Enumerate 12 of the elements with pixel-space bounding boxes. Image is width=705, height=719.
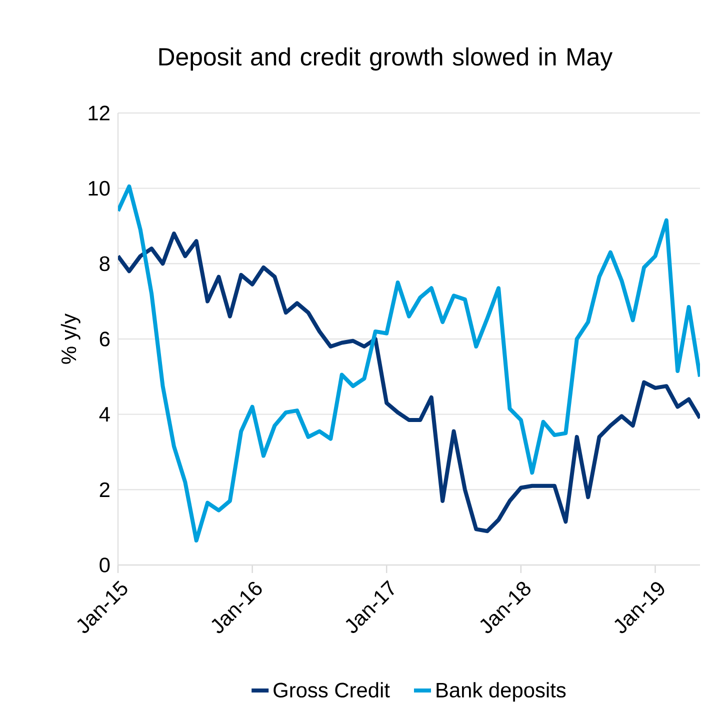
chart-title: Deposit and credit growth slowed in May: [159, 47, 613, 71]
y-tick-label: 2: [100, 482, 110, 497]
y-axis-title: % y/y: [60, 313, 80, 364]
y-tick-label: 4: [99, 407, 110, 422]
y-tick-label: 10: [88, 180, 110, 196]
y-tick-label: 6: [100, 332, 110, 346]
line-series: [118, 184, 700, 543]
legend-label: Bank deposits: [436, 682, 566, 702]
y-tick-label: 0: [100, 558, 110, 572]
legend-label: Gross Credit: [274, 682, 390, 698]
y-tick-label: 12: [88, 106, 110, 120]
y-tick-label: 8: [100, 256, 110, 272]
